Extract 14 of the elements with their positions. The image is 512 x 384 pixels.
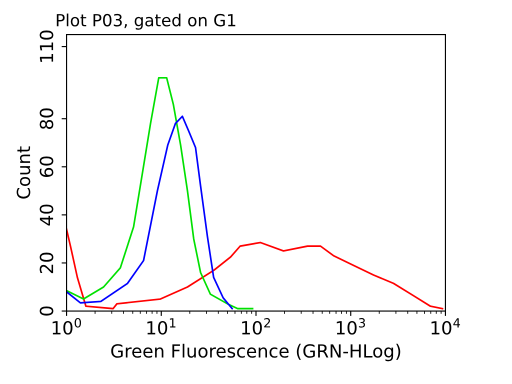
x-tick-label: 10$^{0}$: [52, 318, 82, 335]
y-tick-label: 0: [40, 306, 54, 316]
y-tick-label: 110: [40, 30, 54, 62]
x-tick-label: 10$^{3}$: [336, 318, 366, 335]
y-tick-label: 40: [40, 204, 54, 226]
chart-title: Plot P03, gated on G1: [56, 14, 236, 30]
y-axis-title: Count: [16, 146, 30, 199]
y-tick-label: 20: [40, 252, 54, 274]
x-tick-label: 10$^{2}$: [242, 318, 270, 335]
x-tick-label: 10$^{1}$: [147, 318, 176, 335]
x-axis-title: Green Fluorescence (GRN-HLog): [111, 344, 400, 362]
y-tick-label: 60: [40, 156, 54, 178]
x-tick-label: 10$^{4}$: [432, 318, 460, 335]
y-tick-label: 80: [40, 108, 54, 129]
